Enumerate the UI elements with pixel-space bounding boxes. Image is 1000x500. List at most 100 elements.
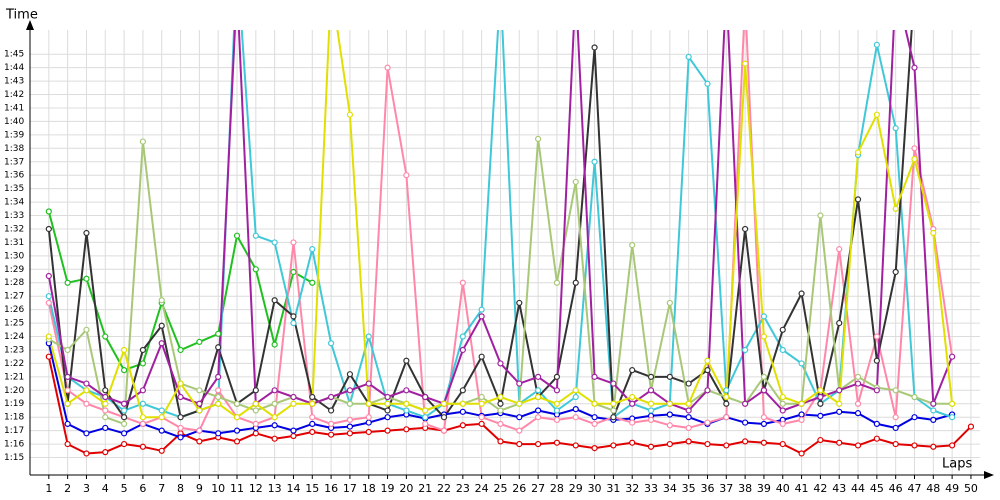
point-marker — [102, 387, 109, 394]
point-marker — [365, 419, 372, 426]
x-tick-label: 14 — [286, 482, 300, 495]
point-marker — [346, 111, 354, 118]
x-tick-label: 40 — [776, 482, 790, 495]
point-marker — [139, 346, 147, 354]
point-marker — [290, 319, 297, 327]
plot-area — [45, 30, 975, 457]
point-marker — [647, 443, 655, 450]
point-marker — [346, 416, 354, 423]
point-marker — [629, 419, 636, 426]
point-marker — [798, 360, 805, 367]
y-tick-label: 1:33 — [4, 211, 24, 221]
y-tick-label: 1:41 — [4, 103, 24, 113]
point-marker — [892, 440, 899, 448]
point-marker — [139, 443, 147, 450]
point-marker — [120, 414, 128, 421]
point-marker — [102, 424, 109, 432]
point-marker — [290, 432, 297, 440]
point-marker — [723, 387, 730, 394]
point-marker — [873, 357, 880, 364]
y-tick-label: 1:30 — [4, 251, 24, 261]
point-marker — [535, 414, 542, 421]
y-tick-label: 1:39 — [4, 130, 24, 140]
point-marker — [45, 225, 52, 233]
point-marker — [309, 400, 316, 407]
point-marker — [459, 387, 466, 394]
point-marker — [478, 306, 485, 313]
point-marker — [723, 400, 730, 407]
point-marker — [854, 149, 862, 156]
x-tick-label: 33 — [644, 482, 658, 495]
point-marker — [591, 414, 598, 421]
point-marker — [760, 373, 768, 380]
point-marker — [102, 400, 109, 407]
point-marker — [403, 357, 410, 364]
point-marker — [591, 373, 598, 380]
y-axis-label: Time — [5, 8, 38, 23]
point-marker — [83, 275, 90, 282]
point-marker — [346, 423, 354, 430]
point-marker — [384, 393, 391, 401]
y-tick-label: 1:16 — [4, 440, 24, 450]
y-tick-label: 1:15 — [4, 453, 24, 463]
point-marker — [233, 427, 241, 434]
point-marker — [309, 428, 316, 436]
point-marker — [422, 393, 429, 401]
point-marker — [516, 400, 523, 407]
point-marker — [139, 360, 147, 367]
point-marker — [290, 400, 297, 407]
point-marker — [911, 155, 918, 163]
point-marker — [666, 440, 673, 448]
point-marker — [911, 393, 918, 401]
point-marker — [591, 158, 598, 165]
x-tick-label: 8 — [177, 482, 184, 495]
x-tick-label: 48 — [926, 482, 940, 495]
point-marker — [384, 407, 391, 414]
point-marker — [252, 407, 259, 414]
point-marker — [83, 229, 90, 237]
point-marker — [798, 416, 805, 423]
point-marker — [760, 414, 768, 421]
point-marker — [290, 427, 297, 434]
point-marker — [440, 400, 448, 407]
point-marker — [83, 430, 90, 437]
point-marker — [271, 297, 278, 304]
point-marker — [798, 400, 805, 407]
point-marker — [610, 407, 617, 414]
y-tick-label: 1:19 — [4, 399, 24, 409]
point-marker — [779, 407, 786, 414]
point-marker — [252, 430, 259, 437]
point-marker — [45, 353, 52, 360]
point-marker — [120, 400, 128, 407]
point-marker — [535, 440, 542, 448]
point-marker — [196, 338, 203, 346]
y-tick-label: 1:20 — [4, 386, 24, 396]
point-marker — [572, 406, 579, 413]
point-marker — [158, 447, 165, 454]
point-marker — [271, 341, 278, 348]
point-marker — [215, 330, 222, 337]
point-marker — [873, 387, 880, 394]
x-tick-label: 4 — [102, 482, 109, 495]
point-marker — [798, 450, 805, 457]
point-marker — [252, 387, 259, 394]
y-tick-label: 1:42 — [4, 90, 24, 100]
point-marker — [854, 196, 862, 203]
point-marker — [685, 407, 692, 414]
ticks: 1:15 1:16 1:17 1:18 1:19 1:20 1:21 1:22 1:23 1:24… — [4, 50, 978, 495]
point-marker — [516, 299, 523, 307]
point-marker — [459, 346, 466, 354]
y-tick-label: 1:27 — [4, 292, 24, 302]
point-marker — [139, 414, 147, 421]
point-marker — [215, 387, 222, 394]
point-marker — [779, 400, 786, 407]
point-marker — [177, 380, 184, 387]
x-tick-label: 28 — [550, 482, 564, 495]
x-tick-label: 18 — [362, 482, 376, 495]
point-marker — [647, 373, 655, 380]
point-marker — [892, 125, 899, 132]
point-marker — [760, 387, 768, 394]
point-marker — [798, 290, 805, 297]
point-marker — [478, 393, 485, 401]
point-marker — [704, 387, 711, 394]
